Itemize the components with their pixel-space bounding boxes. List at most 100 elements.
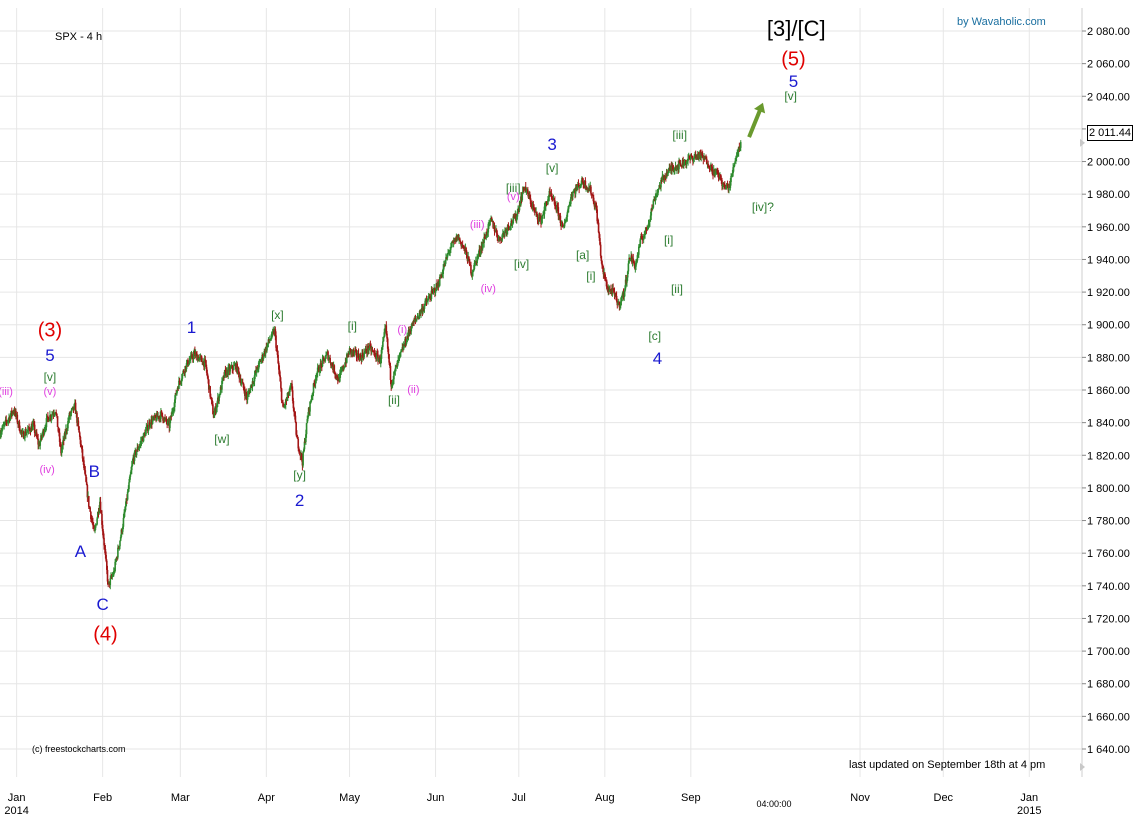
candle-body bbox=[189, 355, 192, 360]
candle-body bbox=[304, 441, 306, 443]
x-tick-year-label: 2014 bbox=[4, 805, 28, 815]
y-tick-label: 1 800.00 bbox=[1087, 483, 1130, 495]
candle-body bbox=[654, 196, 657, 201]
candle-body bbox=[459, 238, 461, 241]
candle-body bbox=[480, 246, 483, 252]
candle-body bbox=[705, 158, 708, 165]
candle-body bbox=[635, 260, 638, 262]
candle-body bbox=[128, 482, 130, 489]
candle-body bbox=[57, 427, 60, 432]
candle-body bbox=[185, 363, 188, 369]
candle-body bbox=[255, 367, 258, 372]
candle-body bbox=[91, 519, 94, 523]
candle-body bbox=[580, 184, 583, 186]
candle-body bbox=[541, 215, 544, 219]
candle-body bbox=[717, 172, 719, 174]
y-tick-label: 1 660.00 bbox=[1087, 711, 1130, 723]
candle-body bbox=[683, 162, 686, 166]
candle-body bbox=[656, 192, 659, 194]
candle-body bbox=[367, 346, 370, 351]
candle-body bbox=[56, 413, 58, 417]
candle-body bbox=[2, 425, 5, 427]
candle-body bbox=[544, 206, 546, 208]
candle-body bbox=[218, 394, 220, 402]
candle-body bbox=[260, 359, 263, 362]
candle-body bbox=[266, 343, 269, 346]
candle-body bbox=[387, 348, 390, 355]
candle-body bbox=[223, 369, 226, 378]
candle-body bbox=[619, 301, 622, 306]
candle-body bbox=[105, 554, 107, 561]
candle-body bbox=[576, 187, 578, 190]
candle-body bbox=[221, 380, 223, 390]
candle-body bbox=[529, 198, 532, 204]
candle-body bbox=[497, 237, 500, 240]
wave-label: (3) bbox=[37, 319, 63, 342]
candle-body bbox=[657, 189, 660, 193]
candle-body bbox=[297, 438, 300, 449]
candle-body bbox=[382, 337, 385, 342]
candle-body bbox=[536, 211, 538, 215]
candle-body bbox=[83, 468, 86, 471]
candle-body bbox=[739, 142, 742, 148]
candle-body bbox=[381, 346, 383, 350]
candle-body bbox=[324, 358, 327, 362]
candle-body bbox=[572, 191, 575, 193]
candle-body bbox=[731, 173, 734, 175]
wave-label: [x] bbox=[271, 307, 284, 322]
candle-body bbox=[229, 367, 232, 372]
candle-body bbox=[708, 166, 710, 168]
y-tick-label: 1 760.00 bbox=[1087, 548, 1130, 560]
candle-body bbox=[698, 154, 700, 159]
candle-body bbox=[356, 356, 358, 358]
candle-body bbox=[554, 200, 556, 206]
candle-body bbox=[530, 203, 533, 205]
candle-body bbox=[649, 219, 651, 222]
wave-label: B bbox=[88, 461, 100, 481]
candle-body bbox=[60, 444, 62, 454]
scroll-marker-icon bbox=[1080, 763, 1085, 771]
candle-body bbox=[538, 216, 540, 221]
candle-body bbox=[89, 507, 91, 512]
candle-body bbox=[461, 245, 464, 247]
candle-body bbox=[415, 319, 417, 321]
candle-body bbox=[204, 359, 207, 361]
candle-body bbox=[128, 476, 131, 483]
candle-body bbox=[432, 289, 435, 291]
candle-body bbox=[314, 378, 317, 384]
candle-body bbox=[271, 332, 273, 338]
candle-body bbox=[160, 411, 162, 419]
candle-body bbox=[115, 560, 117, 562]
candle-body bbox=[688, 156, 691, 158]
candle-body bbox=[336, 374, 338, 379]
candle-body bbox=[373, 351, 375, 353]
candle-body bbox=[623, 291, 626, 298]
wave-label: 5 bbox=[45, 345, 55, 365]
candle-body bbox=[169, 420, 171, 429]
candle-body bbox=[440, 275, 442, 279]
candle-body bbox=[511, 220, 513, 224]
candle-body bbox=[173, 399, 176, 408]
candle-body bbox=[291, 390, 294, 401]
candle-body bbox=[420, 310, 422, 314]
candle-body bbox=[724, 185, 726, 188]
candle-body bbox=[341, 369, 343, 371]
candle-body bbox=[243, 387, 245, 392]
credit-label: by Wavaholic.com bbox=[957, 16, 1046, 28]
x-tick-label: Dec bbox=[934, 792, 954, 804]
candle-body bbox=[47, 415, 49, 418]
candle-body bbox=[318, 371, 321, 373]
candle-body bbox=[33, 424, 36, 433]
candle-body bbox=[176, 387, 179, 391]
candle-body bbox=[550, 192, 553, 197]
candle-body bbox=[561, 222, 564, 225]
candle-body bbox=[551, 196, 553, 198]
candle-body bbox=[227, 367, 229, 376]
candle-body bbox=[71, 408, 73, 410]
candle-body bbox=[540, 218, 543, 224]
candle-body bbox=[188, 360, 191, 365]
candle-body bbox=[303, 441, 306, 450]
candle-body bbox=[357, 353, 360, 359]
candle-body bbox=[47, 417, 50, 422]
candle-body bbox=[637, 254, 639, 256]
